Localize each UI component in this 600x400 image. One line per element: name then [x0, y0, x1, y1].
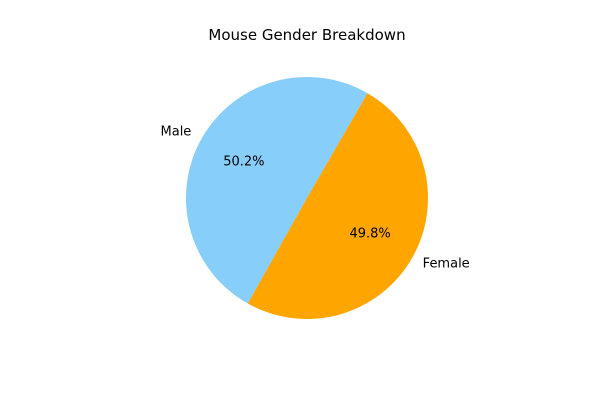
slice-label-female: Female [423, 256, 470, 271]
chart-title: Mouse Gender Breakdown [208, 26, 405, 44]
slice-label-male: Male [161, 125, 192, 140]
pie-slice-female [247, 93, 428, 319]
slice-percent-female: 49.8% [349, 226, 390, 241]
pie-labels: Male 50.2% Female 49.8% [161, 125, 470, 272]
pie-slices [185, 76, 428, 319]
slice-percent-male: 50.2% [223, 155, 264, 170]
pie-slice-male [185, 76, 368, 304]
